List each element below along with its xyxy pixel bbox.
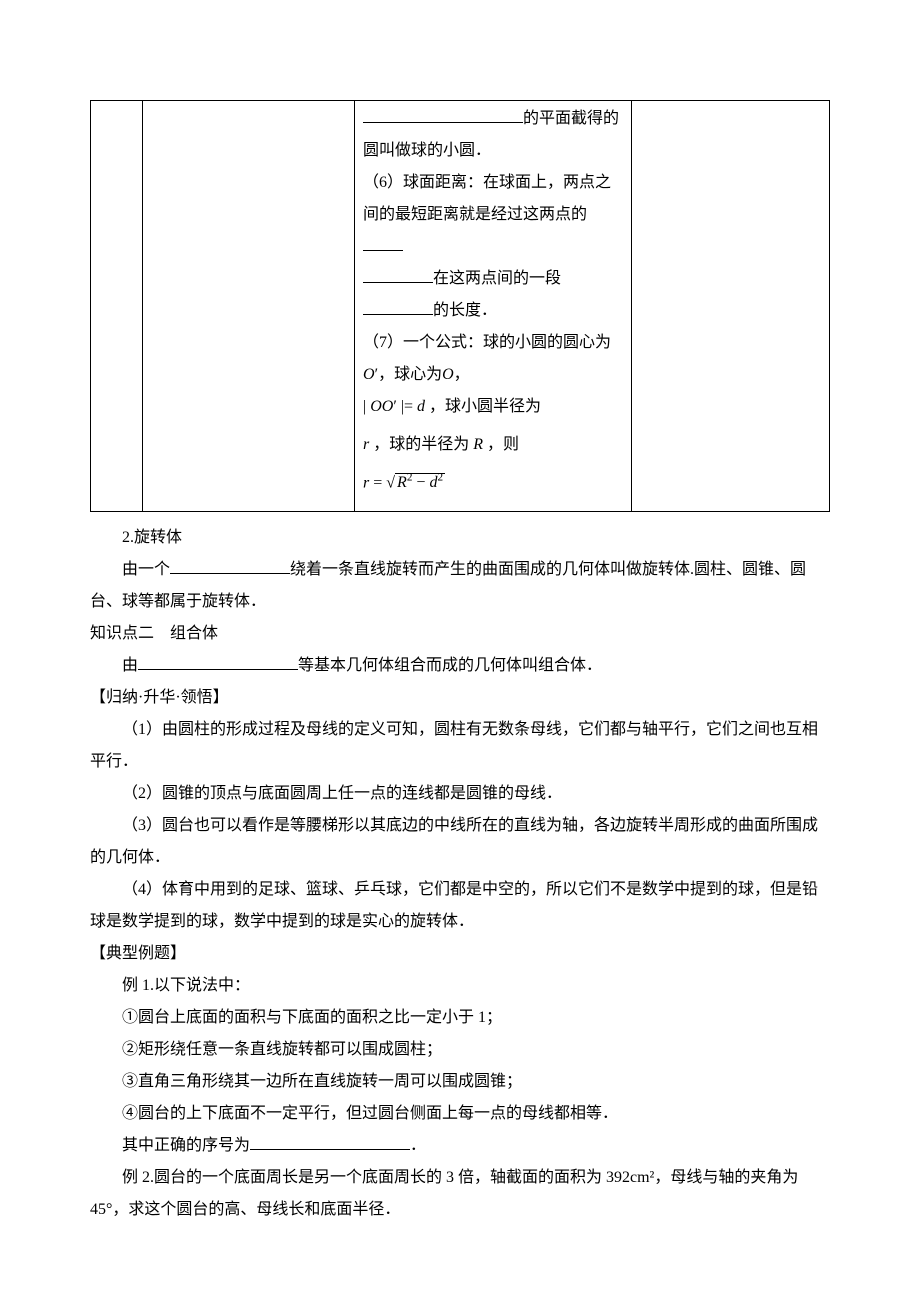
ex1-tail-a: 其中正确的序号为 xyxy=(122,1137,250,1154)
ex2-body: 例 2.圆台的一个底面周长是另一个底面周长的 3 倍，轴截面的面积为 392cm… xyxy=(90,1162,830,1226)
ex1-item-3: ③直角三角形绕其一边所在直线旋转一周可以围成圆锥； xyxy=(90,1066,830,1098)
table-col-2 xyxy=(143,101,355,512)
guina-item-2: （2）圆锥的顶点与底面圆周上任一点的连线都是圆锥的母线． xyxy=(90,778,830,810)
kp2-text-b: 等基本几何体组合而成的几何体叫组合体． xyxy=(298,657,602,674)
blank-plane-figure xyxy=(170,557,290,574)
rotate-text-a: 由一个 xyxy=(122,561,170,578)
guina-item-4: （4）体育中用到的足球、篮球、乒乓球，它们都是中空的，所以它们不是数学中提到的球… xyxy=(90,874,830,938)
guina-title: 【归纳·升华·领悟】 xyxy=(90,682,830,714)
guina-item-3: （3）圆台也可以看作是等腰梯形以其底边的中线所在的直线为轴，各边旋转半周形成的曲… xyxy=(90,810,830,874)
blank-plane xyxy=(363,106,523,123)
blank-great-circle-1 xyxy=(363,234,403,251)
blank-answer xyxy=(250,1133,410,1150)
guina-item-1: （1）由圆柱的形成过程及母线的定义可知，圆柱有无数条母线，它们都与轴平行，它们之… xyxy=(90,714,830,778)
ex1-tail: 其中正确的序号为 ． xyxy=(90,1130,830,1162)
ex1-head: 例 1.以下说法中： xyxy=(90,970,830,1002)
kp2-title: 知识点二 组合体 xyxy=(90,618,830,650)
rotate-body: 由一个绕着一条直线旋转而产生的曲面围成的几何体叫做旋转体.圆柱、圆锥、圆台、球等… xyxy=(90,554,830,618)
definition-table: 的平面截得的圆叫做球的小圆． （6）球面距离：在球面上，两点之间的最短距离就是经… xyxy=(90,100,830,512)
ex1-item-4: ④圆台的上下底面不一定平行，但过圆台侧面上每一点的母线都相等． xyxy=(90,1098,830,1130)
table-col-3: 的平面截得的圆叫做球的小圆． （6）球面距离：在球面上，两点之间的最短距离就是经… xyxy=(355,101,632,512)
blank-basic-solids xyxy=(138,653,298,670)
ex1-item-1: ①圆台上底面的面积与下底面的面积之比一定小于 1； xyxy=(90,1002,830,1034)
table-col-1 xyxy=(91,101,143,512)
blank-great-circle-2 xyxy=(363,266,433,283)
kp2-text-a: 由 xyxy=(122,657,138,674)
kp2-body: 由 等基本几何体组合而成的几何体叫组合体． xyxy=(90,650,830,682)
ex1-item-2: ②矩形绕任意一条直线旋转都可以围成圆柱； xyxy=(90,1034,830,1066)
examples-title: 【典型例题】 xyxy=(90,938,830,970)
rotate-num: 2.旋转体 xyxy=(90,522,830,554)
blank-arc xyxy=(363,298,433,315)
table-col-4 xyxy=(632,101,830,512)
ex1-tail-b: ． xyxy=(410,1137,426,1154)
